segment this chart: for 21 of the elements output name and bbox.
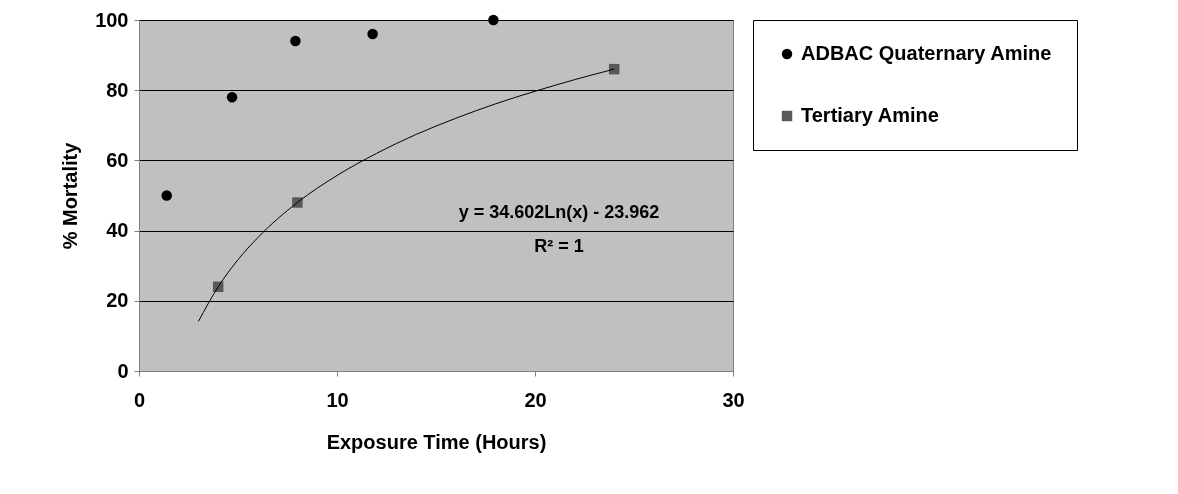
point bbox=[290, 35, 301, 47]
legend-label: ADBAC Quaternary Amine bbox=[801, 42, 1052, 64]
x-tick-label: 0 bbox=[133, 388, 146, 411]
annotation: R² = 1 bbox=[534, 236, 584, 256]
point bbox=[488, 14, 499, 26]
y-tick-label: 60 bbox=[106, 148, 129, 171]
y-tick-label: 80 bbox=[106, 78, 129, 101]
point bbox=[367, 28, 378, 40]
point bbox=[226, 91, 238, 103]
x-tick-label: 20 bbox=[524, 388, 547, 411]
y-tick-label: 40 bbox=[106, 219, 129, 242]
y-tick-label: 0 bbox=[117, 359, 129, 382]
point bbox=[161, 190, 172, 201]
x-axis-title: Exposure Time (Hours) bbox=[326, 430, 547, 453]
x-tick-label: 10 bbox=[326, 388, 349, 411]
y-tick-label: 100 bbox=[95, 8, 129, 31]
y-tick-label: 20 bbox=[106, 289, 129, 312]
y-axis-title: % Mortality bbox=[59, 141, 82, 250]
legend-label: Tertiary Amine bbox=[801, 104, 939, 126]
x-tick-label: 30 bbox=[722, 388, 745, 411]
annotation: y = 34.602Ln(x) - 23.962 bbox=[458, 202, 660, 222]
